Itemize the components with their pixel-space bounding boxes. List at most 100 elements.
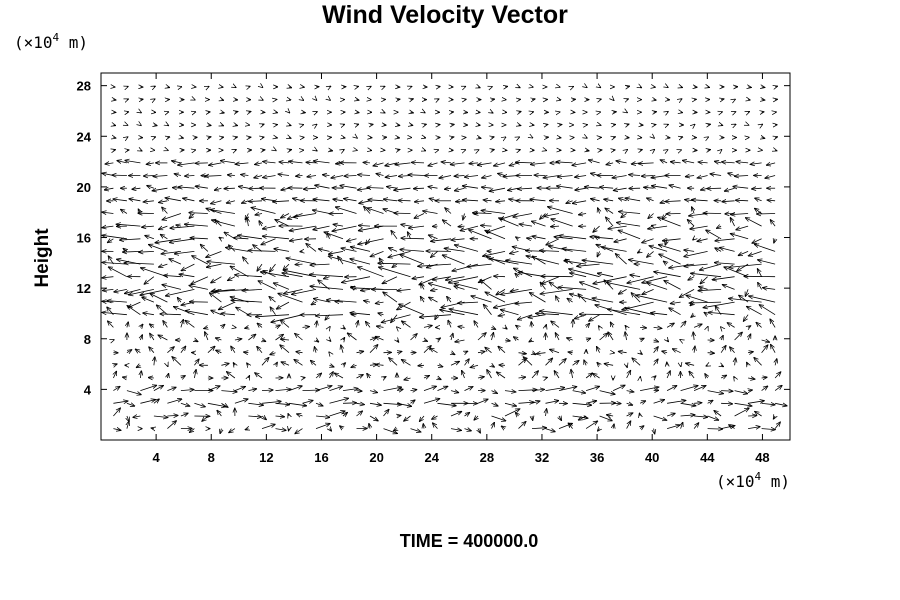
wind-vector — [153, 176, 168, 177]
wind-vector — [449, 309, 479, 316]
wind-vector — [606, 163, 614, 165]
wind-vector — [694, 124, 695, 125]
wind-vector — [681, 137, 683, 138]
wind-vector — [108, 267, 128, 278]
wind-vector — [316, 100, 317, 101]
wind-vector — [397, 125, 400, 126]
wind-vector — [549, 246, 573, 252]
wind-vector — [429, 297, 438, 303]
wind-vector — [206, 263, 222, 267]
wind-vector — [642, 276, 668, 283]
wind-vector — [105, 163, 114, 164]
wind-vector — [648, 225, 668, 229]
wind-vector — [771, 344, 776, 353]
y-tick-label: 16 — [77, 231, 91, 246]
wind-vector — [189, 213, 195, 219]
wind-vector — [575, 176, 587, 178]
wind-vector — [546, 377, 548, 378]
wind-vector — [221, 314, 235, 315]
wind-vector — [710, 174, 722, 176]
wind-vector — [600, 187, 614, 188]
wind-vector — [269, 297, 276, 303]
wind-vector — [358, 238, 384, 245]
wind-vector — [573, 319, 574, 328]
wind-vector — [212, 220, 236, 227]
time-label: TIME = 400000.0 — [399, 531, 539, 551]
wind-vector — [262, 100, 263, 101]
wind-vector — [651, 226, 653, 227]
wind-vector — [516, 237, 519, 239]
wind-vector — [738, 251, 749, 255]
wind-vector — [518, 353, 527, 354]
wind-vector — [701, 188, 708, 190]
wind-vector — [501, 426, 505, 429]
wind-vector — [486, 225, 506, 232]
wind-vector — [369, 415, 378, 421]
wind-vector — [358, 225, 371, 226]
wind-vector — [331, 176, 344, 179]
wind-vector — [546, 325, 547, 328]
wind-vector — [262, 87, 263, 88]
wind-vector — [206, 251, 222, 257]
wind-vector — [612, 176, 627, 178]
wind-vector — [102, 212, 114, 213]
wind-vector — [454, 245, 479, 252]
wind-vector — [458, 226, 465, 227]
wind-vector — [248, 334, 255, 341]
wind-vector — [302, 327, 310, 328]
wind-vector — [682, 160, 695, 163]
wind-vector — [343, 150, 344, 151]
wind-vector — [439, 176, 452, 179]
wind-vector — [235, 163, 249, 164]
wind-vector — [562, 249, 587, 252]
wind-vector — [356, 411, 363, 417]
wind-vector — [303, 100, 304, 101]
wind-vector — [670, 162, 681, 163]
wind-vector — [721, 99, 724, 100]
wind-vector — [404, 378, 411, 380]
wind-vector — [364, 206, 371, 214]
wind-vector — [451, 124, 454, 125]
wind-vector — [329, 386, 343, 391]
wind-vector — [107, 301, 127, 303]
wind-vector — [117, 161, 127, 163]
wind-vector — [329, 398, 349, 404]
wind-vector — [281, 339, 290, 340]
wind-vector — [627, 86, 630, 87]
wind-vector — [180, 413, 188, 416]
wind-vector — [140, 385, 156, 391]
wind-vector — [548, 207, 573, 214]
wind-vector — [669, 185, 681, 189]
wind-vector — [275, 416, 285, 417]
wind-vector — [180, 390, 194, 391]
wind-vector — [477, 352, 485, 353]
wind-vector — [514, 268, 533, 278]
wind-vector — [750, 163, 762, 165]
wind-vector — [697, 239, 708, 242]
wind-vector — [598, 208, 600, 214]
wind-vector — [261, 401, 281, 403]
wind-vector — [167, 387, 176, 390]
wind-vector — [607, 415, 614, 416]
wind-vector — [376, 326, 384, 327]
wind-vector — [653, 415, 667, 420]
wind-vector — [335, 207, 357, 214]
wind-vector — [758, 260, 776, 265]
wind-vector — [589, 314, 600, 321]
wind-vector — [313, 199, 330, 201]
wind-vector — [758, 282, 762, 290]
wind-vector — [341, 248, 357, 252]
wind-vector — [467, 263, 492, 267]
wind-vector — [735, 358, 736, 366]
wind-vector — [121, 209, 128, 214]
wind-vector — [158, 335, 168, 341]
wind-vector — [368, 200, 384, 201]
wind-vector — [382, 276, 398, 284]
wind-vector — [631, 293, 641, 303]
wind-vector — [313, 161, 330, 163]
wind-vector — [358, 267, 384, 278]
wind-vector — [129, 199, 141, 201]
wind-vector — [505, 327, 507, 329]
wind-vector — [248, 389, 256, 391]
wind-vector — [208, 137, 211, 138]
